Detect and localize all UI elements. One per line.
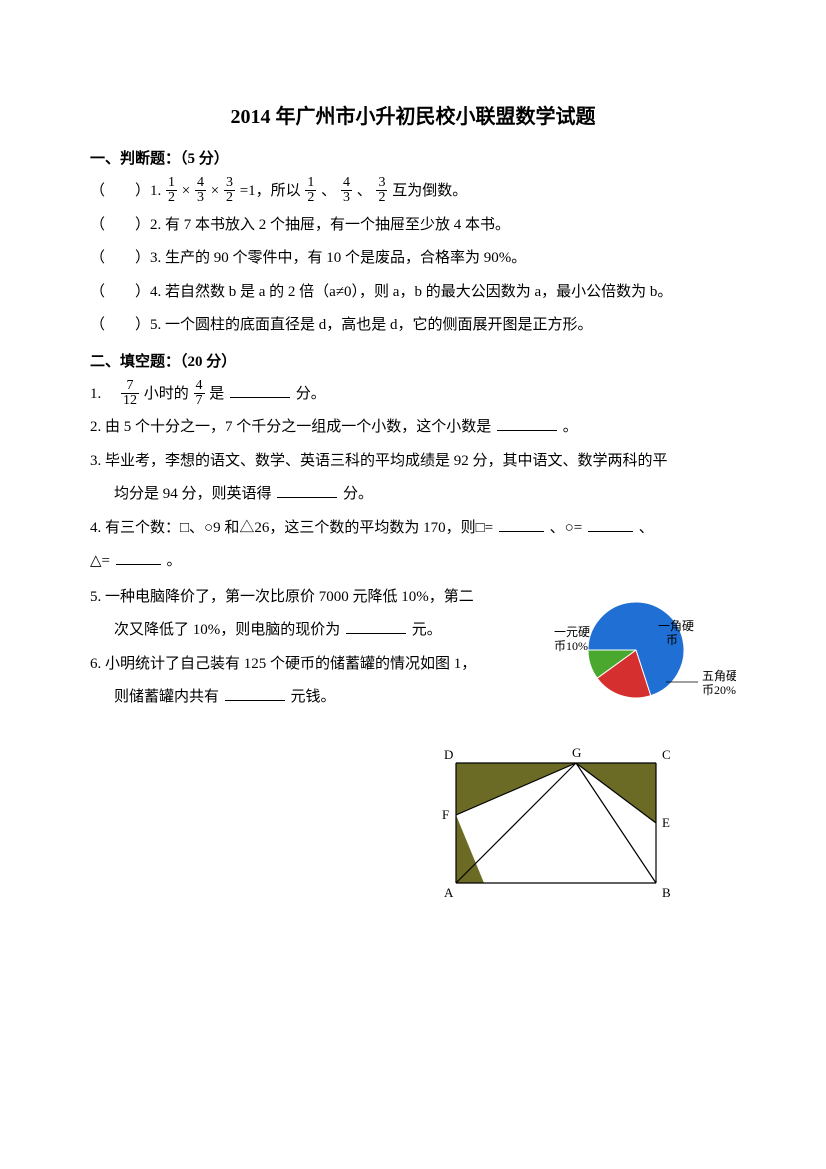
q5-6-row: 5. 一种电脑降价了，第一次比原价 7000 元降低 10%，第二 次又降低了 … bbox=[90, 580, 736, 735]
q2-2-b: 。 bbox=[563, 419, 578, 435]
q1-1-prefix: （ ）1. bbox=[90, 183, 161, 199]
frac-ft2: 43 bbox=[341, 176, 352, 205]
svg-text:B: B bbox=[662, 885, 671, 900]
svg-text:币: 币 bbox=[666, 633, 678, 647]
q2-3-b: 均分是 94 分，则英语得 bbox=[114, 486, 272, 502]
svg-text:F: F bbox=[442, 807, 449, 822]
svg-text:A: A bbox=[444, 885, 454, 900]
q2-3-a: 3. 毕业考，李想的语文、数学、英语三科的平均成绩是 92 分，其中语文、数学两… bbox=[90, 453, 668, 469]
q1-2: （ ）2. 有 7 本书放入 2 个抽屉，有一个抽屉至少放 4 本书。 bbox=[90, 210, 736, 242]
q2-3b: 均分是 94 分，则英语得 分。 bbox=[90, 479, 736, 511]
q2-5-c: 元。 bbox=[412, 622, 442, 638]
blank bbox=[346, 619, 406, 634]
svg-text:D: D bbox=[444, 747, 453, 762]
q2-1-d: 分。 bbox=[296, 386, 326, 402]
section1-header: 一、判断题：（5 分） bbox=[90, 147, 736, 168]
blank bbox=[277, 483, 337, 498]
frac-ft: 43 bbox=[195, 176, 206, 205]
q2-5b: 次又降低了 10%，则电脑的现价为 元。 bbox=[90, 615, 522, 647]
svg-text:五角硬: 五角硬 bbox=[702, 669, 736, 683]
blank bbox=[116, 550, 161, 565]
q2-3-c: 分。 bbox=[343, 486, 373, 502]
q1-5: （ ）5. 一个圆柱的底面直径是 d，高也是 d，它的侧面展开图是正方形。 bbox=[90, 310, 736, 342]
q5-6-text: 5. 一种电脑降价了，第一次比原价 7000 元降低 10%，第二 次又降低了 … bbox=[90, 580, 522, 716]
q1-1-end: 互为倒数。 bbox=[392, 183, 467, 199]
blank bbox=[230, 383, 290, 398]
q2-4-a: 4. 有三个数：□、○9 和△26，这三个数的平均数为 170，则□= bbox=[90, 520, 493, 536]
q2-5-a: 5. 一种电脑降价了，第一次比原价 7000 元降低 10%，第二 bbox=[90, 589, 474, 605]
geom-svg: D G C F E A B bbox=[426, 743, 686, 903]
svg-text:G: G bbox=[572, 745, 581, 760]
q2-4-e: 。 bbox=[167, 553, 182, 569]
frac-th: 32 bbox=[224, 176, 235, 205]
q1-3: （ ）3. 生产的 90 个零件中，有 10 个是废品，合格率为 90%。 bbox=[90, 243, 736, 275]
blank bbox=[497, 416, 557, 431]
pie-svg: 一元硬币10% 一角硬币五角硬币20% bbox=[526, 580, 736, 730]
q2-4-b: 、○= bbox=[550, 520, 583, 536]
blank bbox=[225, 686, 285, 701]
q2-1-a: 1. bbox=[90, 386, 116, 402]
q1-1-mid: =1，所以 bbox=[240, 183, 301, 199]
q2-1-b: 小时的 bbox=[144, 386, 189, 402]
q2-4: 4. 有三个数：□、○9 和△26，这三个数的平均数为 170，则□= 、○= … bbox=[90, 513, 736, 545]
q2-5: 5. 一种电脑降价了，第一次比原价 7000 元降低 10%，第二 bbox=[90, 582, 522, 614]
q2-6-c: 元钱。 bbox=[291, 689, 336, 705]
q1-4: （ ）4. 若自然数 b 是 a 的 2 倍（a≠0），则 a，b 的最大公因数… bbox=[90, 277, 736, 309]
q1-1: （ ）1. 12 × 43 × 32 =1，所以 12 、 43 、 32 互为… bbox=[90, 176, 736, 208]
q2-1: 1. 712 小时的 47 是 分。 bbox=[90, 379, 736, 411]
svg-text:币20%: 币20% bbox=[702, 683, 736, 697]
q2-4b: △= 。 bbox=[90, 546, 736, 578]
q2-1-c: 是 bbox=[209, 386, 224, 402]
page: 2014 年广州市小升初民校小联盟数学试题 一、判断题：（5 分） （ ）1. … bbox=[0, 0, 826, 968]
q2-2-a: 2. 由 5 个十分之一，7 个千分之一组成一个小数，这个小数是 bbox=[90, 419, 491, 435]
q2-6-a: 6. 小明统计了自己装有 125 个硬币的储蓄罐的情况如图 1， bbox=[90, 656, 476, 672]
frac-th2: 32 bbox=[376, 176, 387, 205]
q2-4-c: 、 bbox=[639, 520, 654, 536]
svg-text:一元硬: 一元硬 bbox=[554, 625, 590, 639]
q2-5-b: 次又降低了 10%，则电脑的现价为 bbox=[114, 622, 340, 638]
svg-text:一角硬: 一角硬 bbox=[658, 619, 694, 633]
section2-header: 二、填空题：（20 分） bbox=[90, 350, 736, 371]
q2-6b: 则储蓄罐内共有 元钱。 bbox=[90, 682, 522, 714]
pie-chart: 一元硬币10% 一角硬币五角硬币20% bbox=[526, 580, 736, 735]
q2-6-b: 则储蓄罐内共有 bbox=[114, 689, 219, 705]
svg-text:C: C bbox=[662, 747, 671, 762]
q2-6: 6. 小明统计了自己装有 125 个硬币的储蓄罐的情况如图 1， bbox=[90, 649, 522, 681]
q2-4-d: △= bbox=[90, 553, 110, 569]
svg-text:E: E bbox=[662, 815, 670, 830]
frac-half: 12 bbox=[166, 176, 177, 205]
svg-text:币10%: 币10% bbox=[554, 639, 588, 653]
geometry-figure: D G C F E A B bbox=[426, 743, 686, 908]
frac-47: 47 bbox=[194, 379, 205, 408]
blank bbox=[499, 517, 544, 532]
q2-3: 3. 毕业考，李想的语文、数学、英语三科的平均成绩是 92 分，其中语文、数学两… bbox=[90, 446, 736, 478]
frac-712: 712 bbox=[121, 379, 139, 408]
blank bbox=[588, 517, 633, 532]
exam-title: 2014 年广州市小升初民校小联盟数学试题 bbox=[90, 100, 736, 129]
q2-2: 2. 由 5 个十分之一，7 个千分之一组成一个小数，这个小数是 。 bbox=[90, 412, 736, 444]
frac-half2: 12 bbox=[305, 176, 316, 205]
